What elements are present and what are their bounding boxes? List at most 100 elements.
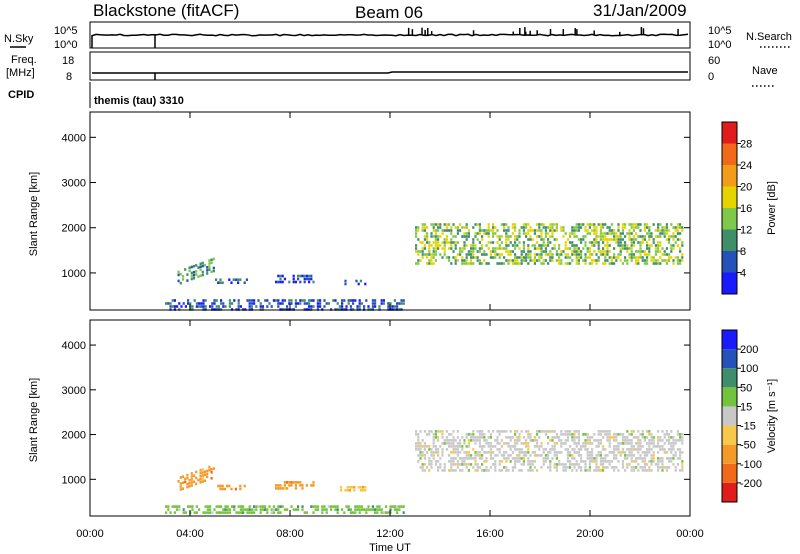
echo-cell: [299, 481, 302, 484]
echo-cell: [632, 448, 635, 451]
echo-cell: [518, 457, 521, 460]
echo-cell: [542, 262, 545, 265]
echo-cell: [551, 430, 554, 433]
echo-cell: [492, 226, 495, 229]
echo-cell: [610, 256, 613, 259]
echo-cell: [426, 253, 429, 256]
echo-cell: [628, 229, 631, 232]
echo-cell: [577, 223, 580, 226]
echo-cell: [637, 451, 640, 454]
echo-cell: [564, 430, 567, 433]
echo-cell: [588, 232, 591, 235]
echo-cell: [544, 448, 547, 451]
echo-cell: [588, 226, 591, 229]
echo-cell: [437, 436, 440, 439]
echo-cell: [454, 241, 457, 244]
echo-cell: [615, 235, 618, 238]
echo-cell: [586, 229, 589, 232]
echo-cell: [514, 223, 517, 226]
echo-cell: [165, 511, 168, 514]
echo-cell: [549, 223, 552, 226]
echo-cell: [492, 451, 495, 454]
echo-cell: [558, 256, 561, 259]
echo-cell: [595, 235, 598, 238]
echo-cell: [577, 253, 580, 256]
echo-cell: [476, 259, 479, 262]
echo-cell: [421, 253, 424, 256]
echo-cell: [573, 436, 576, 439]
echo-cell: [437, 226, 440, 229]
echo-cell: [478, 232, 481, 235]
echo-cell: [661, 466, 664, 469]
echo-cell: [233, 299, 236, 302]
echo-cell: [299, 274, 302, 278]
echo-cell: [522, 436, 525, 439]
echo-cell: [608, 436, 611, 439]
echo-cell: [474, 469, 477, 472]
echo-cell: [470, 436, 473, 439]
echo-cell: [522, 457, 525, 460]
echo-cell: [452, 469, 455, 472]
echo-cell: [665, 430, 668, 433]
echo-cell: [496, 247, 499, 250]
y-tick-label: 1000: [62, 268, 86, 280]
echo-cell: [646, 253, 649, 256]
echo-cell: [503, 457, 506, 460]
echo-cell: [181, 275, 185, 278]
echo-cell: [522, 256, 525, 259]
echo-cell: [599, 454, 602, 457]
echo-cell: [549, 439, 552, 442]
echo-cell: [613, 469, 616, 472]
echo-cell: [533, 262, 536, 265]
echo-cell: [432, 445, 435, 448]
echo-cell: [529, 460, 532, 463]
echo-cell: [430, 460, 433, 463]
echo-cell: [314, 508, 317, 511]
echo-cell: [310, 277, 313, 281]
echo-cell: [199, 265, 202, 269]
echo-cell: [478, 223, 481, 226]
echo-cell: [456, 253, 459, 256]
colorbar-tick-label: -200: [740, 478, 762, 490]
echo-cell: [531, 469, 534, 472]
echo-cell: [428, 253, 431, 256]
echo-cell: [459, 439, 462, 442]
echo-cell: [595, 439, 598, 442]
echo-cell: [588, 463, 591, 466]
colorbar-tick-label: 100: [740, 363, 758, 375]
echo-cell: [421, 463, 424, 466]
echo-cell: [277, 505, 280, 508]
echo-cell: [221, 484, 224, 488]
echo-cell: [434, 445, 437, 448]
echo-cell: [547, 457, 550, 460]
echo-cell: [478, 430, 481, 433]
echo-cell: [419, 451, 422, 454]
echo-cell: [646, 256, 649, 259]
echo-cell: [201, 474, 204, 477]
echo-cell: [423, 463, 426, 466]
echo-cell: [359, 486, 362, 489]
echo-cell: [443, 223, 446, 226]
echo-cell: [472, 430, 475, 433]
echo-cell: [646, 451, 649, 454]
echo-cell: [676, 256, 679, 259]
echo-cell: [465, 259, 468, 262]
echo-cell: [514, 430, 517, 433]
echo-cell: [560, 439, 563, 442]
colorbar-segment: [722, 482, 737, 502]
echo-cell: [663, 259, 666, 262]
echo-cell: [299, 302, 302, 305]
echo-cell: [472, 433, 475, 436]
echo-cell: [312, 280, 315, 284]
echo-cell: [650, 448, 653, 451]
echo-cell: [226, 511, 229, 514]
echo-cell: [481, 448, 484, 451]
echo-cell: [588, 247, 591, 250]
echo-cell: [206, 469, 209, 473]
echo-cell: [681, 253, 684, 256]
echo-cell: [465, 262, 468, 265]
echo-cell: [481, 469, 484, 472]
echo-cell: [595, 469, 598, 472]
echo-cell: [615, 433, 618, 436]
echo-cell: [481, 457, 484, 460]
